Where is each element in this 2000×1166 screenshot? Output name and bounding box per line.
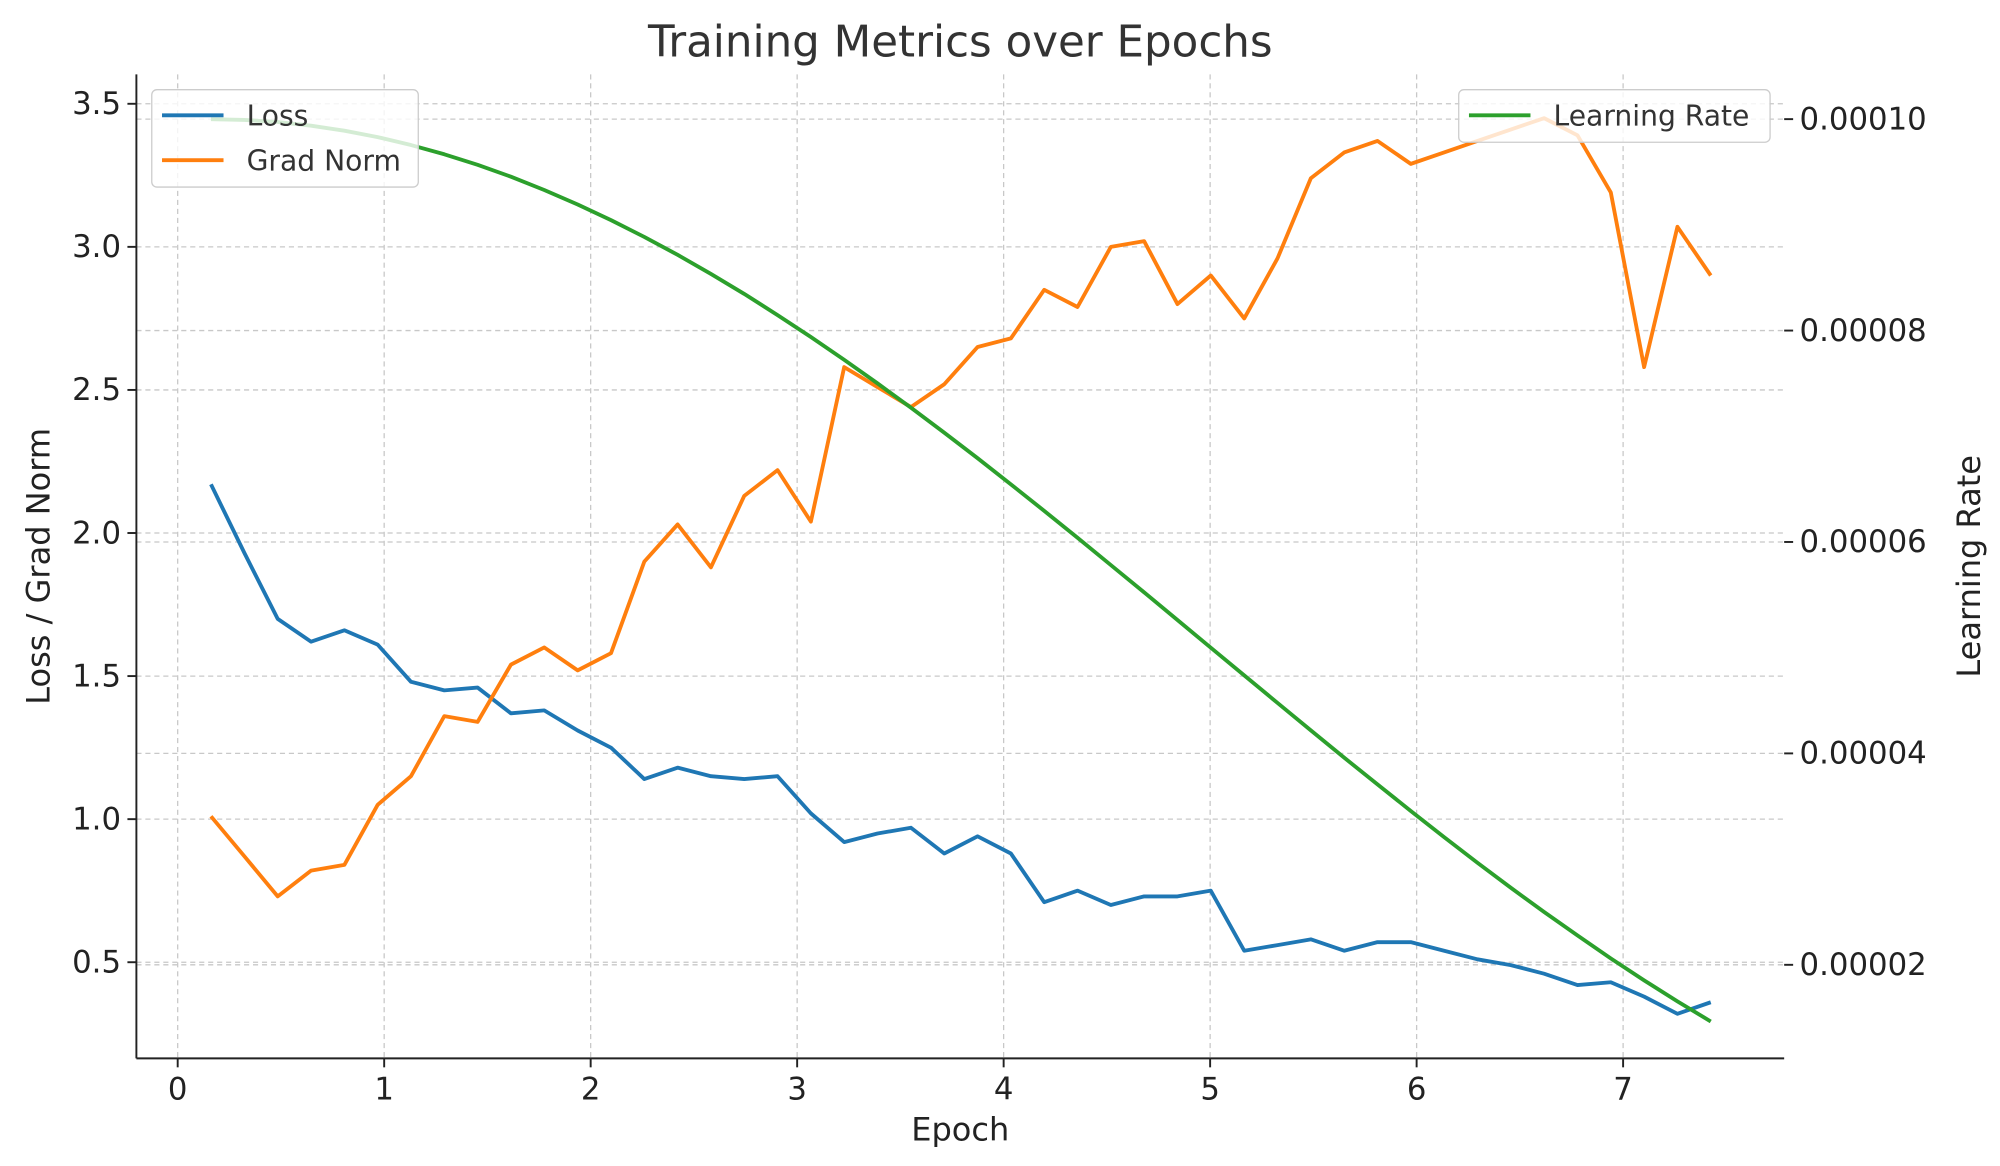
y2-tick-label: 0.00008 [1800,313,1927,349]
y2-axis-label: Learning Rate [1950,455,1988,678]
legend-label: Learning Rate [1554,100,1750,133]
y2-tick-label: 0.00002 [1800,947,1927,983]
y-tick-label: 1.0 [72,801,121,837]
legends: Loss Grad Norm Learning Rate [151,89,1771,188]
legend-left: Loss Grad Norm [151,89,419,188]
axes: 0 1 2 3 4 5 6 7 0.5 1.0 1.5 2.0 2.5 3.0 3.5 0.00002 0.00… [72,74,1927,1107]
y-tick-label: 3.0 [72,229,121,265]
y-tick-label: 2.5 [72,372,121,408]
x-tick-label: 2 [581,1071,601,1107]
legend-box [1458,89,1771,143]
x-tick-label: 6 [1407,1071,1427,1107]
x-tick-label: 0 [168,1071,188,1107]
x-tick-label: 5 [1200,1071,1220,1107]
y2-tick-label: 0.00004 [1800,736,1927,772]
y2-tick-label: 0.00006 [1800,524,1927,560]
series-line-loss [209,483,1712,1016]
x-tick-label: 4 [994,1071,1014,1107]
y2-tick-label: 0.00010 [1800,101,1927,137]
y-axis-label: Loss / Grad Norm [19,428,57,705]
legend-right: Learning Rate [1458,89,1771,143]
legend-label: Grad Norm [247,144,401,177]
series-line-learning-rate [210,117,1712,1024]
x-axis-label: Epoch [911,1110,1009,1148]
y-tick-label: 1.5 [72,658,121,694]
grid [136,74,1785,1059]
y-tick-label: 0.5 [72,944,121,980]
chart-title: Training Metrics over Epochs [647,17,1273,67]
y-tick-label: 3.5 [72,86,121,122]
x-tick-label: 1 [374,1071,394,1107]
series-line-grad-norm [209,116,1713,899]
x-tick-label: 3 [787,1071,807,1107]
series-lines [209,116,1713,1024]
x-tick-label: 7 [1613,1071,1633,1107]
y-tick-label: 2.0 [72,515,121,551]
legend-label: Loss [247,100,309,133]
